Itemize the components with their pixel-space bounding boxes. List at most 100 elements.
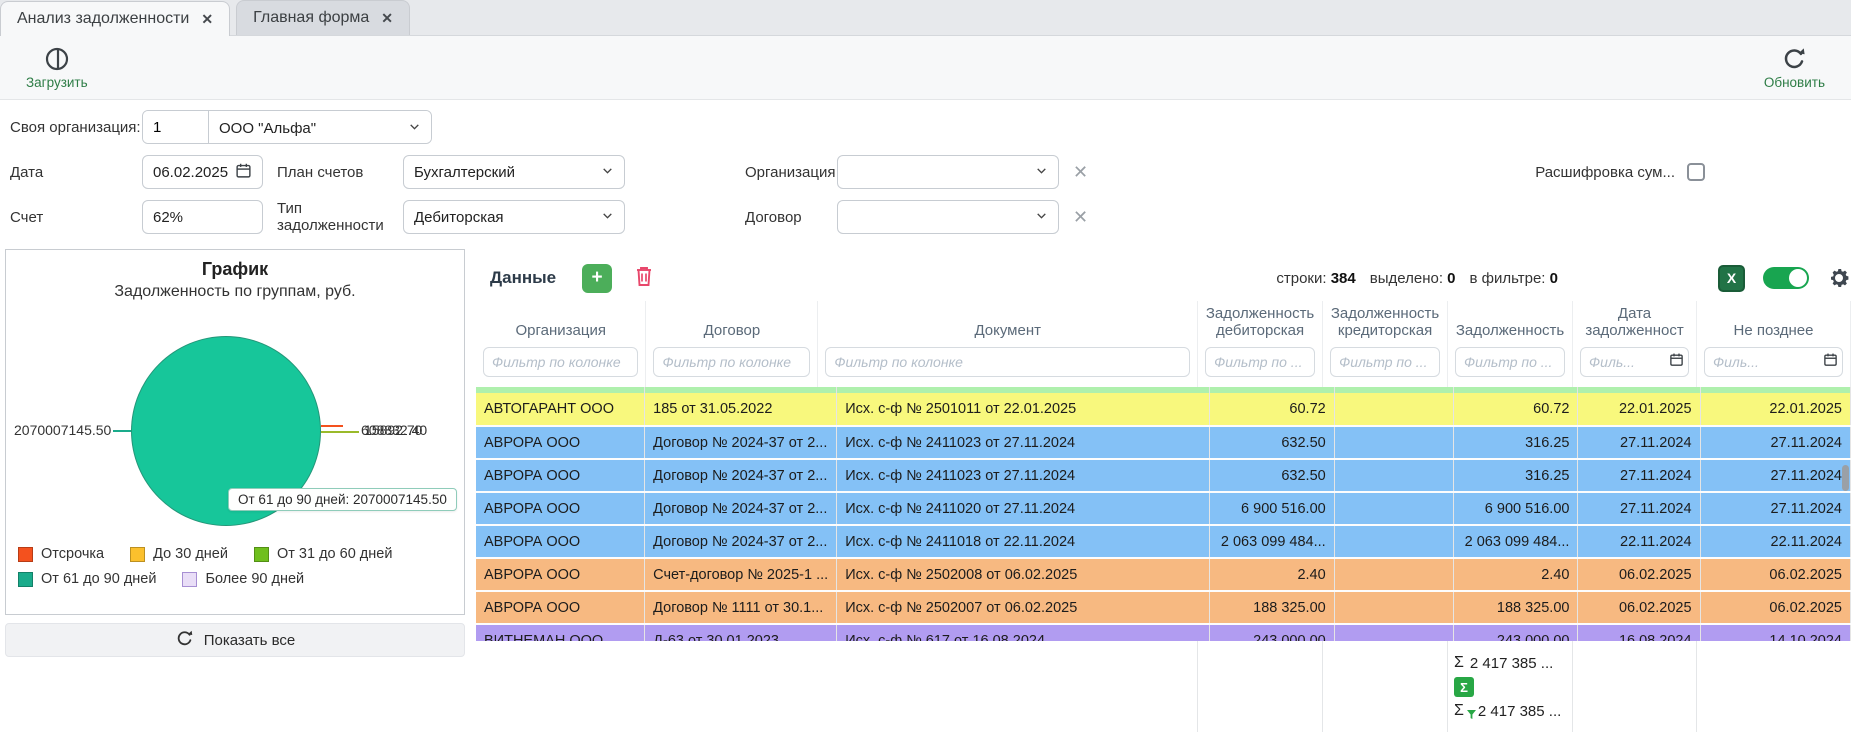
column-header-not_later[interactable]: Не позднее [1697, 301, 1851, 341]
calendar-icon[interactable] [1823, 352, 1838, 372]
cell-not_later: 27.11.2024 [1700, 459, 1850, 492]
table-row[interactable]: АВРОРА ОООДоговор № 2024-37 от 2...Исх. … [476, 459, 1851, 492]
legend-item[interactable]: Более 90 дней [182, 571, 304, 587]
chevron-down-icon [601, 164, 614, 181]
summary-footer: Σ2 417 385 ...ΣΣ2 417 385 ... [476, 641, 1851, 732]
debt-type-select[interactable]: Дебиторская [403, 200, 625, 234]
column-header-org[interactable]: Организация [476, 301, 646, 341]
legend-label: До 30 дней [153, 546, 228, 562]
column-header-contract[interactable]: Договор [646, 301, 818, 341]
column-filter-input-debt[interactable] [1455, 347, 1565, 377]
legend-item[interactable]: До 30 дней [130, 546, 228, 562]
sum-decode-checkbox[interactable] [1687, 163, 1705, 181]
cell-date: 22.11.2024 [1578, 525, 1700, 558]
contract-clear-icon[interactable]: ✕ [1073, 207, 1088, 228]
table-row[interactable]: АВРОРА ОООДоговор № 2024-37 от 2...Исх. … [476, 492, 1851, 525]
summary-stack: Σ2 417 385 ...ΣΣ2 417 385 ... [1448, 641, 1572, 723]
cell-date: 06.02.2025 [1578, 558, 1700, 591]
vertical-scrollbar[interactable] [1842, 465, 1849, 491]
cell-doc: Исх. с-ф № 2502007 от 06.02.2025 [837, 591, 1210, 624]
load-button[interactable]: Загрузить [26, 46, 88, 90]
table-scroll-area[interactable]: АВТОГАРАНТ ООО185 от 31.05.2022Исх. с-ф … [476, 387, 1851, 641]
column-filter-input-contract[interactable] [653, 347, 810, 377]
pie-label-left: 2070007145.50 [14, 422, 111, 438]
date-input[interactable]: 06.02.2025 [142, 155, 263, 189]
tab-debt-analysis[interactable]: Анализ задолженности ✕ [0, 1, 230, 36]
add-row-button[interactable]: + [582, 264, 612, 293]
column-header-credit[interactable]: Задолженностькредиторская [1323, 301, 1448, 341]
column-header-debit[interactable]: Задолженностьдебиторская [1198, 301, 1323, 341]
own-org-select[interactable]: ООО "Альфа" [209, 111, 431, 144]
contract-select[interactable] [837, 200, 1059, 234]
data-panel: Данные + строки: 384выделено: 0в фильтре… [476, 249, 1851, 732]
cell-doc: Исх. с-ф № 2501011 от 22.01.2025 [837, 393, 1210, 426]
org-clear-icon[interactable]: ✕ [1073, 162, 1088, 183]
table-row[interactable]: АВРОРА ОООДоговор № 2024-37 от 2...Исх. … [476, 426, 1851, 459]
cell-doc: Исх. с-ф № 2502008 от 06.02.2025 [837, 558, 1210, 591]
cell-debt: 188 325.00 [1453, 591, 1578, 624]
org-label: Организация [745, 164, 837, 181]
cell-debit: 2.40 [1209, 558, 1334, 591]
column-filter-cell [1573, 341, 1697, 387]
cell-debt: 2 063 099 484... [1453, 525, 1578, 558]
column-filter-input-doc[interactable] [825, 347, 1190, 377]
summary-cell [1573, 641, 1697, 732]
column-filter [1580, 347, 1689, 377]
delete-row-button[interactable] [634, 265, 654, 292]
column-filter-input-debit[interactable] [1205, 347, 1315, 377]
calendar-icon[interactable] [1669, 352, 1684, 372]
cell-debt: 316.25 [1453, 426, 1578, 459]
table-row[interactable]: АВРОРА ОООДоговор № 2024-37 от 2...Исх. … [476, 525, 1851, 558]
view-toggle[interactable] [1763, 267, 1809, 289]
cell-debit: 632.50 [1209, 426, 1334, 459]
tab-close-icon[interactable]: ✕ [201, 11, 213, 28]
plan-select[interactable]: Бухгалтерский [403, 155, 625, 189]
tab-close-icon[interactable]: ✕ [381, 10, 393, 27]
data-title: Данные [490, 268, 556, 288]
table-stat: строки: 384 [1276, 270, 1355, 287]
legend-item[interactable]: От 31 до 60 дней [254, 546, 392, 562]
cell-not_later: 22.01.2025 [1700, 393, 1850, 426]
calendar-icon[interactable] [235, 162, 252, 183]
column-filter-input-org[interactable] [483, 347, 638, 377]
tab-main-form[interactable]: Главная форма ✕ [236, 0, 410, 35]
cell-org: АВРОРА ООО [476, 459, 645, 492]
chart-subtitle: Задолженность по группам, руб. [6, 283, 464, 301]
own-org-label: Своя организация: [10, 119, 142, 136]
cell-date: 16.08.2024 [1578, 624, 1700, 641]
refresh-button[interactable]: Обновить [1764, 46, 1825, 90]
column-filter-cell [1198, 341, 1323, 387]
cell-credit [1334, 591, 1453, 624]
column-header-doc[interactable]: Документ [818, 301, 1198, 341]
table-row[interactable]: АВРОРА ОООСчет-договор № 2025-1 ...Исх. … [476, 558, 1851, 591]
table-row[interactable]: АВТОГАРАНТ ООО185 от 31.05.2022Исх. с-ф … [476, 393, 1851, 426]
summary-cell [476, 641, 646, 732]
column-filter-cell [1697, 341, 1851, 387]
account-input[interactable] [142, 200, 263, 234]
sum-decode-label: Расшифровка сум... [1535, 164, 1675, 181]
cell-debit: 2 063 099 484... [1209, 525, 1334, 558]
excel-export-button[interactable]: X [1718, 265, 1745, 292]
cell-debit: 243 000.00 [1209, 624, 1334, 641]
sigma-icon[interactable]: Σ [1454, 677, 1474, 697]
debt-chart-panel: График Задолженность по группам, руб. 20… [5, 249, 465, 615]
chart-tooltip: От 61 до 90 дней: 2070007145.50 [228, 488, 457, 511]
gear-icon[interactable] [1827, 266, 1851, 290]
cell-contract: Договор № 2024-37 от 2... [645, 426, 837, 459]
tab-label: Главная форма [253, 9, 369, 27]
column-header-debt[interactable]: Задолженность [1448, 301, 1573, 341]
table-row[interactable]: ВИТНЕМАН ОООД-63 от 30.01.2023Исх. с-ф №… [476, 624, 1851, 641]
show-all-button[interactable]: Показать все [5, 623, 465, 657]
summary-sigma-button[interactable]: Σ [1454, 675, 1572, 699]
chevron-down-icon [1035, 164, 1048, 181]
column-header-date[interactable]: Датазадолженност [1573, 301, 1697, 341]
own-org-code-input[interactable] [143, 111, 209, 143]
org-select[interactable] [837, 155, 1059, 189]
column-filter-input-credit[interactable] [1330, 347, 1440, 377]
summary-cell [646, 641, 818, 732]
legend-item[interactable]: Отсрочка [18, 546, 104, 562]
table-row[interactable]: АВРОРА ОООДоговор № 1111 от 30.1...Исх. … [476, 591, 1851, 624]
legend-swatch-icon [130, 547, 145, 562]
legend-item[interactable]: От 61 до 90 дней [18, 571, 156, 587]
filter-funnel-icon [1467, 710, 1476, 719]
